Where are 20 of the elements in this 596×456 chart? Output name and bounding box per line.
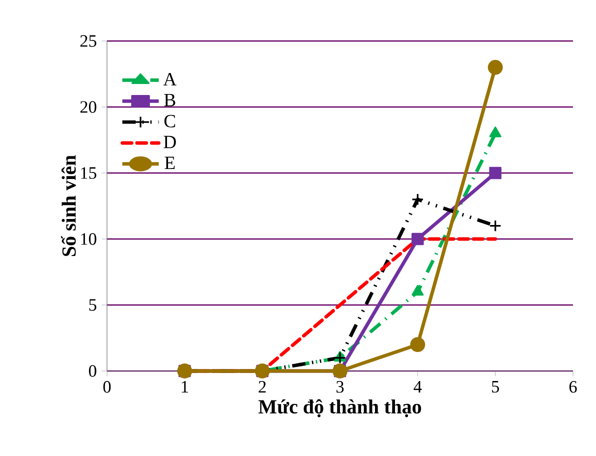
y-tick-label: 15 <box>81 167 96 179</box>
x-tick-label: 2 <box>258 381 266 393</box>
y-axis-title: Số sinh viên <box>61 155 76 256</box>
x-tick-label: 3 <box>336 381 344 393</box>
x-tick-label: 1 <box>182 381 188 392</box>
x-tick-label: 0 <box>103 381 111 393</box>
legend-label: B <box>164 94 176 106</box>
legend-label: C <box>164 114 176 128</box>
legend-label: E <box>164 156 175 170</box>
x-tick-label: 5 <box>492 381 499 393</box>
legend-label: D <box>164 136 176 148</box>
x-tick-label: 6 <box>569 381 577 393</box>
y-tick-label: 25 <box>80 35 96 47</box>
x-axis-title: Mức độ thành thạo <box>258 399 422 418</box>
y-tick-label: 20 <box>80 101 96 113</box>
y-tick-label: 5 <box>89 299 96 311</box>
x-tick-label: 4 <box>414 381 422 392</box>
y-tick-label: 10 <box>81 233 96 245</box>
legend-label: A <box>163 72 176 86</box>
y-tick-label: 0 <box>88 365 96 377</box>
